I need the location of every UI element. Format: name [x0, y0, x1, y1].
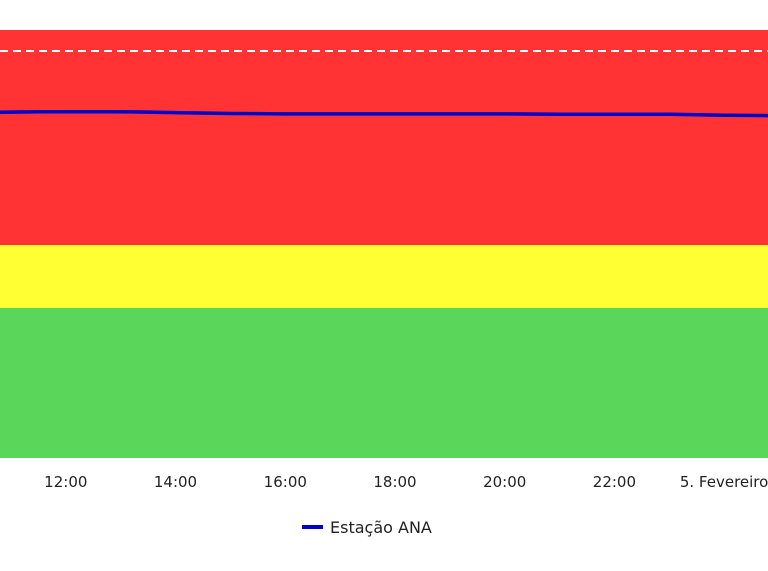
series-layer: [0, 109, 768, 118]
x-tick-label: 14:00: [154, 473, 197, 491]
legend[interactable]: Estação ANA: [302, 518, 432, 537]
band-yellow: [0, 245, 768, 308]
legend-label: Estação ANA: [330, 518, 432, 537]
x-axis: 12:00 14:00 16:00 18:00 20:00 22:00 5. Feverei…: [44, 473, 768, 491]
level-bands: [0, 30, 768, 458]
x-tick-label: 12:00: [44, 473, 87, 491]
series-line-0[interactable]: [0, 109, 768, 118]
band-red: [0, 30, 768, 245]
x-tick-label: 20:00: [483, 473, 526, 491]
x-tick-label: 18:00: [373, 473, 416, 491]
x-tick-label: 16:00: [264, 473, 307, 491]
x-tick-label: 22:00: [593, 473, 636, 491]
x-tick-label: 5. Fevereiro: [680, 473, 768, 491]
band-green: [0, 308, 768, 458]
